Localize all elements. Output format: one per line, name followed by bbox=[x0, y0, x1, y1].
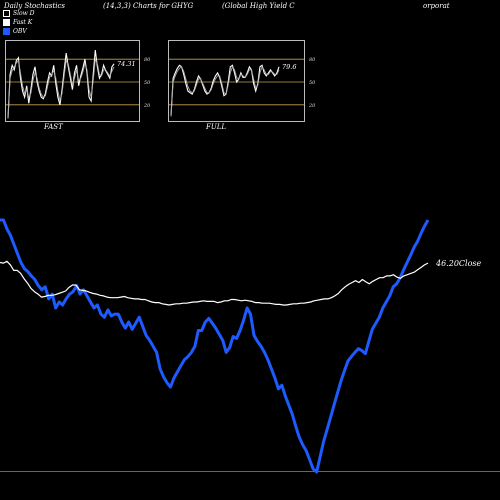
legend-swatch-obv bbox=[3, 28, 10, 35]
security-name: (Global High Yield C bbox=[222, 2, 295, 10]
legend-fast-k: Fast K bbox=[3, 19, 32, 26]
fast-panel-label: FAST bbox=[44, 123, 63, 131]
fast-level-label-50: 50 bbox=[144, 80, 151, 86]
fast-last-value: 74.31 bbox=[117, 60, 136, 68]
fast-frame bbox=[5, 40, 140, 122]
close-line bbox=[0, 260, 429, 306]
full-stochastic-panel: 20 50 80 79.6 bbox=[168, 40, 316, 122]
full-series-1 bbox=[170, 65, 280, 117]
legend-label-slow-d: Slow D bbox=[13, 10, 35, 17]
legend-label-fast-k: Fast K bbox=[13, 19, 33, 26]
close-price-label: 46.20Close bbox=[435, 259, 482, 268]
obv-price-chart: 46.20Close bbox=[0, 218, 500, 474]
chart-title: Daily Stochastics bbox=[4, 2, 66, 10]
full-level-label-80: 80 bbox=[309, 57, 316, 63]
full-level-label-50: 50 bbox=[309, 80, 316, 86]
obv-line bbox=[0, 218, 430, 474]
full-panel-label: FULL bbox=[206, 123, 227, 131]
fast-stochastic-panel: 20 50 80 74.31 bbox=[5, 40, 151, 122]
security-name-cont: orporat bbox=[423, 2, 450, 10]
legend-swatch-slow-d bbox=[3, 10, 10, 17]
legend-swatch-fast-k bbox=[3, 19, 10, 26]
legend-slow-d: Slow D bbox=[3, 10, 35, 17]
full-series-0 bbox=[170, 64, 280, 117]
full-level-label-20: 20 bbox=[308, 103, 316, 109]
full-last-value: 79.6 bbox=[282, 63, 296, 71]
legend-label-obv: OBV bbox=[13, 28, 27, 35]
fast-level-label-80: 80 bbox=[144, 57, 151, 63]
fast-series-1 bbox=[7, 57, 115, 119]
fast-level-label-20: 20 bbox=[143, 103, 151, 109]
chart-params: (14,3,3) Charts for GHYG bbox=[103, 2, 194, 10]
legend-obv: OBV bbox=[3, 28, 27, 35]
